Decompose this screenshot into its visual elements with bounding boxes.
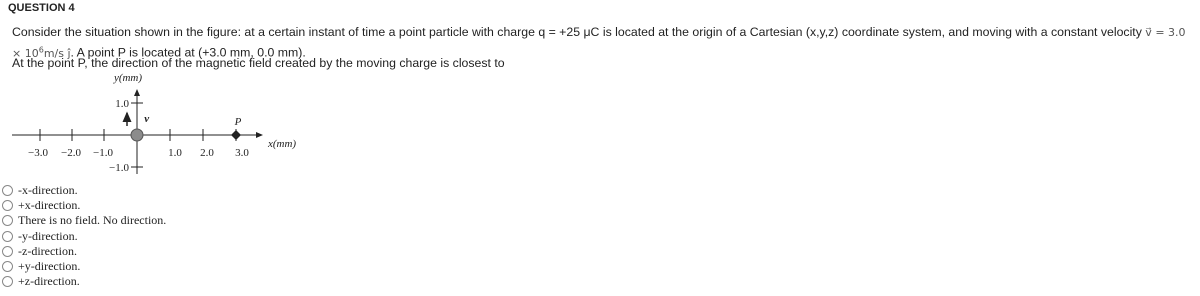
option[interactable]: +z-direction. xyxy=(0,274,166,289)
y-axis-label: y(mm) xyxy=(113,72,142,84)
figure: y(mm) x(mm) 1.0 −1.0 −3.0 −2.0 −1.0 1.0 … xyxy=(12,72,296,174)
question-text-end: . A point P is located at (+3.0 mm, 0.0 … xyxy=(70,45,306,60)
option[interactable]: -y-direction. xyxy=(0,229,166,244)
question-text-start: Consider the situation shown in the figu… xyxy=(12,25,1142,39)
option-label[interactable]: -y-direction. xyxy=(18,228,78,243)
x-tick-label: 3.0 xyxy=(235,147,249,159)
option-label[interactable]: -z-direction. xyxy=(18,243,77,258)
radio-button[interactable] xyxy=(2,185,13,197)
x-tick-label: −3.0 xyxy=(28,147,48,159)
option[interactable]: +x-direction. xyxy=(0,198,166,213)
radio-button[interactable] xyxy=(2,230,13,242)
x-axis-label: x(mm) xyxy=(267,138,296,150)
y-tick-label: −1.0 xyxy=(109,162,129,174)
velocity-exponent: 6 xyxy=(38,45,44,54)
radio-button[interactable] xyxy=(2,215,13,227)
velocity-symbol: v⃗ xyxy=(1145,26,1152,39)
y-tick-label: 1.0 xyxy=(115,98,129,110)
question-text: Consider the situation shown in the figu… xyxy=(12,24,1190,62)
x-tick-label: −1.0 xyxy=(93,147,113,159)
radio-button[interactable] xyxy=(2,245,13,257)
velocity-unit: m/s xyxy=(43,46,64,60)
x-tick-label: 1.0 xyxy=(168,147,182,159)
question-prompt: At the point P, the direction of the mag… xyxy=(12,56,505,70)
option[interactable]: -z-direction. xyxy=(0,244,166,259)
point-label: P xyxy=(234,116,242,128)
option-label[interactable]: There is no field. No direction. xyxy=(18,213,167,228)
option-label[interactable]: +y-direction. xyxy=(18,259,81,274)
option-label[interactable]: -x-direction. xyxy=(18,183,78,198)
radio-button[interactable] xyxy=(2,261,13,273)
option[interactable]: -x-direction. xyxy=(0,183,166,198)
option-label[interactable]: +x-direction. xyxy=(18,198,81,213)
option-label[interactable]: +z-direction. xyxy=(18,274,80,289)
options: -x-direction. +x-direction. There is no fi… xyxy=(0,183,166,289)
velocity-direction: ĵ xyxy=(67,46,71,60)
x-tick-label: −2.0 xyxy=(61,147,81,159)
option[interactable]: There is no field. No direction. xyxy=(0,213,166,228)
charge xyxy=(130,128,144,142)
option[interactable]: +y-direction. xyxy=(0,259,166,274)
question-title: QUESTION 4 xyxy=(8,2,75,14)
velocity-formula: v⃗ = 3.0 × 106m/s ĵ xyxy=(12,26,1186,60)
radio-button[interactable] xyxy=(2,276,13,288)
x-tick-label: 2.0 xyxy=(200,147,214,159)
radio-button[interactable] xyxy=(2,200,13,212)
velocity-value: = 3.0 × 10 xyxy=(12,26,1186,60)
velocity-label: v⃗ xyxy=(144,113,157,125)
point-p xyxy=(231,130,241,140)
